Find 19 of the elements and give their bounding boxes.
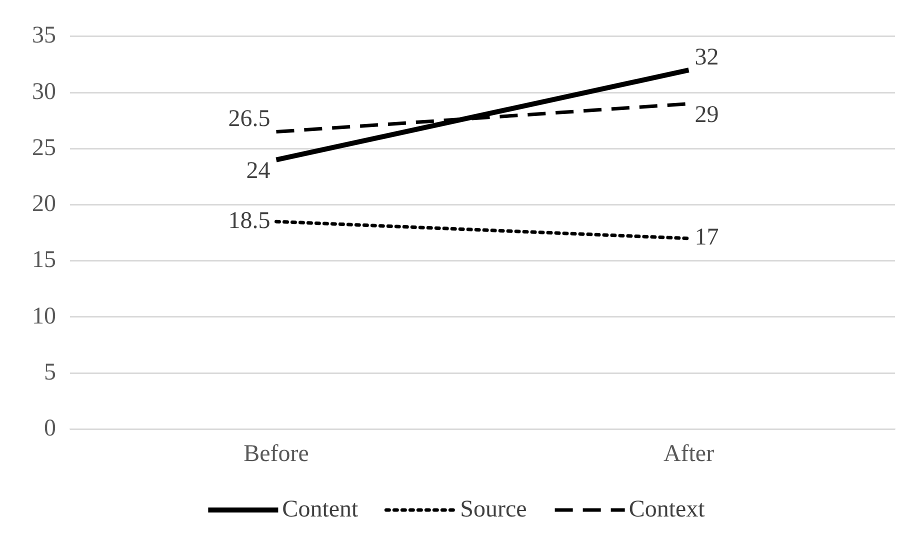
y-tick-label: 0 (44, 415, 56, 442)
y-tick-label: 5 (44, 359, 56, 386)
x-tick-label: After (663, 440, 714, 467)
data-label: 29 (694, 102, 719, 128)
y-tick-label: 30 (32, 78, 56, 105)
data-label: 32 (694, 44, 719, 70)
y-tick-label: 10 (32, 303, 56, 330)
data-label: 24 (246, 158, 270, 184)
data-label: 18.5 (228, 208, 270, 234)
y-tick-label: 35 (32, 22, 56, 49)
x-tick-label: Before (244, 440, 309, 467)
y-tick-label: 25 (32, 134, 56, 161)
legend-label: Source (460, 496, 527, 522)
y-tick-label: 20 (32, 191, 56, 218)
y-tick-label: 15 (32, 247, 56, 274)
data-label: 26.5 (228, 106, 270, 132)
legend-label: Context (628, 496, 706, 522)
data-label: 17 (694, 224, 719, 251)
legend-label: Content (282, 496, 359, 522)
